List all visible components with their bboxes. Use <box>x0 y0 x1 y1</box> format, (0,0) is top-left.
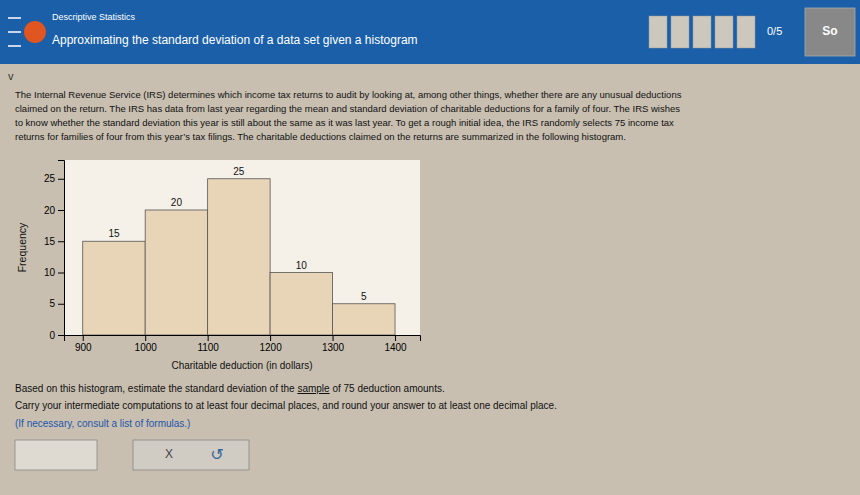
y-axis-title: Frequency <box>16 222 28 272</box>
menu-icon[interactable] <box>8 18 21 46</box>
page: Descriptive Statistics Approximating the … <box>0 0 860 495</box>
x-tick: 1000 <box>135 335 158 353</box>
question: Based on this histogram, estimate the st… <box>15 383 445 394</box>
y-axis: 0 5 10 15 20 25 <box>44 161 65 341</box>
refresh-button[interactable]: ↺ <box>210 446 223 463</box>
x-tick-mark <box>208 335 209 341</box>
x-axis: 900 1000 1100 1200 1300 1400 <box>65 335 421 353</box>
so-button-label[interactable]: So <box>822 24 837 38</box>
title: Approximating the standard deviation of … <box>52 33 418 47</box>
y-tick: 0 <box>49 330 64 341</box>
score-box <box>693 16 711 48</box>
so-button[interactable] <box>805 8 855 56</box>
y-tick-mark <box>58 210 64 211</box>
score-text: 0/5 <box>767 25 782 37</box>
x-tick-mark <box>395 335 396 341</box>
y-tick: 25 <box>44 173 64 184</box>
paragraph-line: The Internal Revenue Service (IRS) deter… <box>15 89 682 100</box>
bar <box>270 273 332 336</box>
x-tick-label: 1400 <box>384 342 407 353</box>
question-part: of 75 deduction amounts. <box>330 383 445 394</box>
score-box <box>737 16 755 48</box>
x-tick-label: 1000 <box>135 342 158 353</box>
clear-button[interactable]: X <box>165 447 173 461</box>
y-tick-mark <box>58 273 64 274</box>
x-tick: 900 <box>75 335 92 353</box>
x-axis-line <box>65 336 421 342</box>
y-tick: 15 <box>44 236 64 247</box>
score-box <box>715 16 733 48</box>
y-axis-line <box>58 161 65 336</box>
x-tick-mark <box>83 335 84 341</box>
x-tick-label: 1100 <box>197 342 219 353</box>
bars <box>83 179 395 335</box>
x-tick-label: 1200 <box>259 342 282 353</box>
topic-icon <box>24 21 46 43</box>
bar <box>83 241 145 335</box>
paragraph-line: claimed on the return. The IRS has data … <box>15 103 680 114</box>
page-background <box>0 0 860 495</box>
x-tick-label: 900 <box>75 342 92 353</box>
y-tick-label: 20 <box>44 205 56 216</box>
y-tick-label: 25 <box>44 173 56 184</box>
x-tick-mark <box>333 335 334 341</box>
x-tick: 1300 <box>322 335 345 353</box>
data-label: 10 <box>296 260 308 271</box>
y-tick: 20 <box>44 205 64 216</box>
instruction: Carry your intermediate computations to … <box>15 400 557 411</box>
data-label: 25 <box>233 166 245 177</box>
x-tick-mark <box>270 335 271 341</box>
bar <box>208 179 270 335</box>
menu-line <box>8 17 21 19</box>
title-bar <box>0 0 860 64</box>
x-axis-title: Charitable deduction (in dollars) <box>171 360 312 371</box>
bar <box>145 210 207 335</box>
menu-chevron[interactable]: v <box>8 70 14 82</box>
y-tick-mark <box>58 304 64 305</box>
button-group <box>133 440 249 470</box>
y-tick-label: 5 <box>49 298 55 309</box>
bar <box>333 304 395 335</box>
menu-line <box>8 45 21 47</box>
data-label: 20 <box>171 197 183 208</box>
question-part: Based on this histogram, estimate the st… <box>15 383 297 394</box>
y-tick-label: 15 <box>44 236 56 247</box>
y-tick: 5 <box>49 298 64 309</box>
y-tick-label: 0 <box>49 330 55 341</box>
x-tick: 1200 <box>259 335 282 353</box>
y-tick: 10 <box>44 267 64 278</box>
y-tick-mark <box>58 241 64 242</box>
data-labels: 15 20 25 10 5 <box>108 166 367 302</box>
subtitle: Descriptive Statistics <box>52 12 136 22</box>
data-label: 15 <box>108 228 120 239</box>
score-box <box>649 16 667 48</box>
x-tick-mark <box>145 335 146 341</box>
data-label: 5 <box>361 291 367 302</box>
score-box <box>671 16 689 48</box>
x-tick: 1100 <box>197 335 219 353</box>
paragraph-line: to know whether the standard deviation t… <box>15 117 674 128</box>
paragraph-line: returns for families of four from this y… <box>15 131 626 142</box>
formula-link[interactable]: (If necessary, consult a list of formula… <box>15 418 190 429</box>
x-tick: 1400 <box>384 335 407 353</box>
y-tick-mark <box>58 179 64 180</box>
question-part: sample <box>297 383 330 394</box>
y-tick-label: 10 <box>44 267 56 278</box>
answer-input[interactable] <box>15 440 97 470</box>
menu-line <box>8 31 21 33</box>
y-tick-mark <box>58 335 64 336</box>
plot-background <box>64 160 420 335</box>
x-tick-label: 1300 <box>322 342 345 353</box>
